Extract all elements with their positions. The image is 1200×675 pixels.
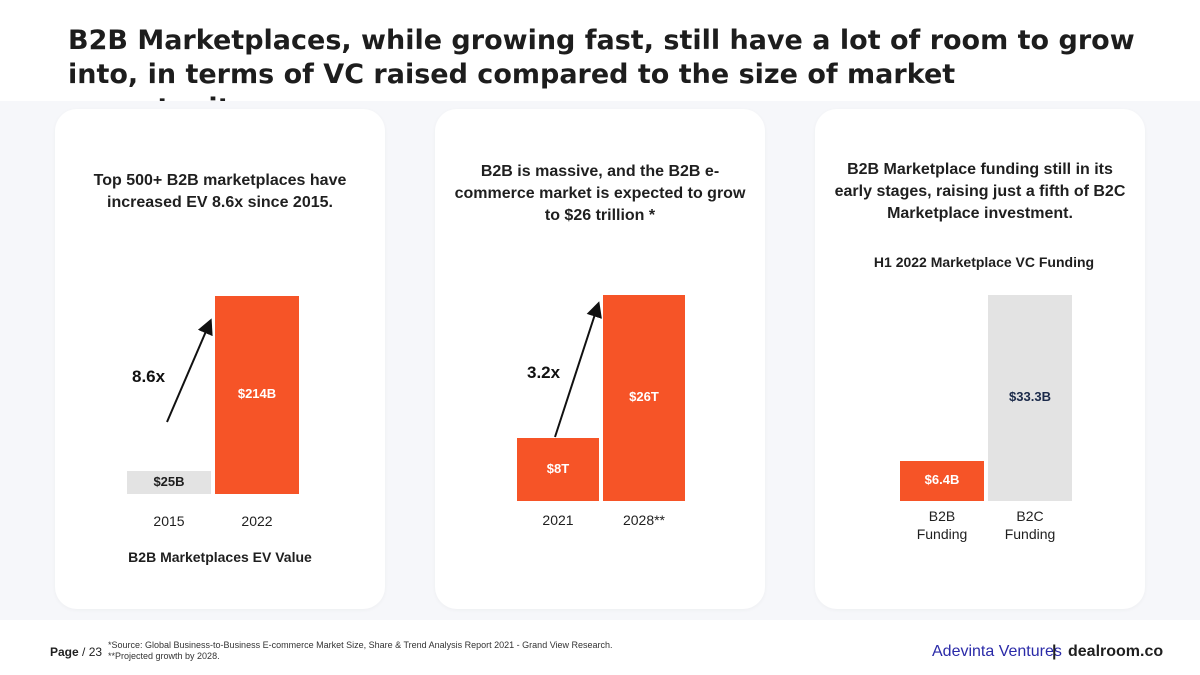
x-tick-label: B2C Funding: [988, 507, 1072, 543]
page-title: B2B Marketplaces, while growing fast, st…: [68, 25, 1135, 124]
bar-2022: $214B: [215, 296, 299, 494]
card-heading: B2B Marketplace funding still in its ear…: [834, 161, 1126, 222]
x-tick-label-line: B2C: [1016, 508, 1044, 524]
bar-2015: $25B: [127, 471, 211, 494]
card-heading: Top 500+ B2B marketplaces have increased…: [93, 172, 347, 211]
chart-title: B2B Marketplaces EV Value: [128, 549, 312, 565]
growth-multiplier: 8.6x: [132, 367, 166, 386]
growth-arrow-icon: [554, 301, 602, 438]
card-ev-growth: Top 500+ B2B marketplaces have increased…: [55, 109, 385, 609]
card-vc-funding: B2B Marketplace funding still in its ear…: [815, 109, 1145, 609]
bar-2021: $8T: [517, 438, 599, 501]
bar-b2b-funding: $6.4B: [900, 461, 984, 501]
bar-2028: $26T: [603, 295, 685, 501]
x-tick-label: B2B Funding: [900, 507, 984, 543]
page-number: Page / 23: [50, 645, 103, 659]
dealroom-logo: dealroom.co: [1068, 643, 1164, 660]
bar-value-label: $25B: [153, 474, 185, 489]
bar-value-label: $214B: [237, 386, 277, 401]
x-tick-label: 2028**: [622, 512, 666, 528]
bar-value-label: $8T: [546, 461, 570, 476]
x-tick-label: 2022: [241, 513, 273, 529]
x-tick-label: 2021: [542, 512, 574, 528]
bar-b2c-funding: $33.3B: [988, 295, 1072, 501]
x-tick-label-line: Funding: [1004, 526, 1056, 542]
card-heading: B2B is massive, and the B2B e-commerce m…: [454, 163, 746, 224]
page-label: Page: [50, 645, 79, 659]
bar-value-label: $26T: [629, 389, 659, 404]
bar-value-label: $6.4B: [924, 472, 960, 487]
card-ecommerce-market: B2B is massive, and the B2B e-commerce m…: [435, 109, 765, 609]
growth-multiplier: 3.2x: [527, 363, 561, 382]
logo-separator: |: [1052, 643, 1057, 660]
chart-title: H1 2022 Marketplace VC Funding: [873, 254, 1095, 270]
x-tick-label: 2015: [153, 513, 185, 529]
source-note-line: *Source: Global Business-to-Business E-c…: [108, 640, 613, 650]
bar-value-label: $33.3B: [1009, 389, 1051, 404]
adevinta-ventures-logo: Adevinta Ventures: [932, 643, 1062, 660]
source-note-line: **Projected growth by 2028.: [108, 651, 220, 661]
page-number-value: 23: [88, 645, 103, 659]
source-note: *Source: Global Business-to-Business E-c…: [108, 640, 613, 662]
x-tick-label-line: Funding: [916, 526, 968, 542]
growth-arrow-icon: [166, 318, 213, 423]
x-tick-label-line: B2B: [928, 508, 956, 524]
